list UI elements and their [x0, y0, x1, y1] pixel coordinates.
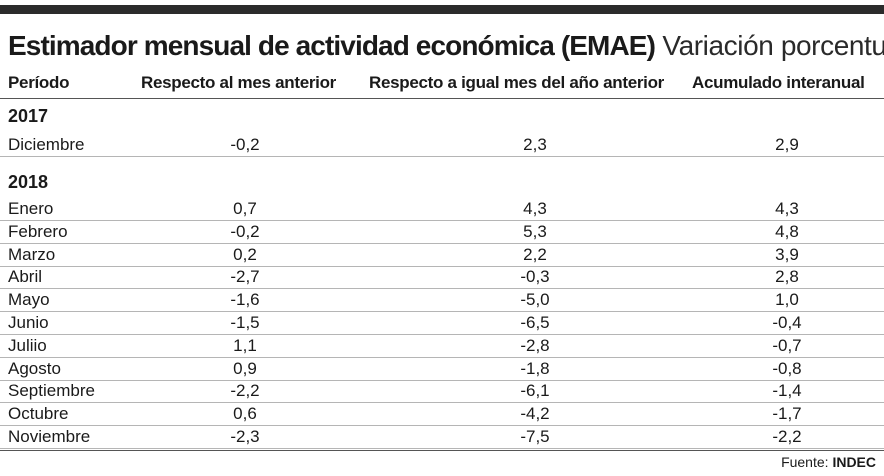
value-acumulado: -2,2 — [772, 427, 802, 446]
value-igual-mes: -2,8 — [520, 335, 550, 355]
value-igual-mes: -6,1 — [520, 381, 550, 401]
table-row: Enero 0,7 4,3 4,3 — [0, 198, 884, 220]
source-note: Fuente: INDEC — [781, 452, 876, 472]
table-row: Juliio 1,1 -2,8 -0,7 — [0, 335, 884, 357]
period-cell: Octubre — [8, 404, 69, 424]
value-mes-anterior: -0,2 — [230, 135, 260, 154]
value-igual-mes: -5,0 — [520, 290, 550, 310]
value-acumulado: 3,9 — [775, 244, 799, 264]
row-divider — [0, 220, 884, 221]
header-mes-anterior: Respecto al mes anterior — [141, 73, 336, 92]
period-cell: Mayo — [8, 290, 50, 310]
value-igual-mes: -4,2 — [520, 404, 550, 424]
value-mes-anterior: -1,6 — [230, 290, 260, 310]
value-mes-anterior: -2,3 — [230, 427, 260, 446]
row-divider — [0, 356, 884, 358]
period-cell: Abril — [8, 267, 43, 287]
value-acumulado: -0,7 — [772, 335, 802, 355]
header-igual-mes: Respecto a igual mes del año anterior — [369, 73, 664, 92]
table-row: Mayo -1,6 -5,0 1,0 — [0, 289, 884, 311]
row-divider — [0, 156, 884, 157]
period-cell: Diciembre — [8, 135, 85, 154]
table-row: Noviembre -2,3 -7,5 -2,2 — [0, 426, 884, 448]
row-divider — [0, 242, 884, 244]
row-divider — [0, 288, 884, 290]
value-igual-mes: 2,2 — [523, 244, 547, 264]
period-cell: Agosto — [8, 358, 61, 378]
title-main: Estimador mensual de actividad económica… — [8, 30, 656, 61]
table-row: Febrero -0,2 5,3 4,8 — [0, 221, 884, 243]
value-igual-mes: 5,3 — [523, 221, 547, 241]
source-label: Fuente: — [781, 454, 829, 470]
header-periodo: Período — [8, 73, 70, 92]
chart-title: Estimador mensual de actividad económica… — [8, 26, 884, 66]
value-mes-anterior: -1,5 — [230, 313, 260, 332]
value-igual-mes: -1,8 — [520, 358, 550, 378]
period-cell: Septiembre — [8, 381, 95, 401]
value-igual-mes: -7,5 — [520, 427, 550, 446]
value-mes-anterior: 1,1 — [233, 335, 257, 355]
value-mes-anterior: 0,6 — [233, 404, 257, 424]
row-divider — [0, 425, 884, 427]
table-row: Junio -1,5 -6,5 -0,4 — [0, 312, 884, 334]
value-acumulado: -0,8 — [772, 358, 802, 378]
value-mes-anterior: -0,2 — [230, 221, 260, 241]
period-cell: Marzo — [8, 244, 56, 264]
period-cell: Febrero — [8, 221, 68, 241]
value-acumulado: 2,9 — [775, 135, 799, 154]
value-acumulado: 4,8 — [775, 221, 799, 241]
value-mes-anterior: 0,9 — [233, 358, 257, 378]
value-igual-mes: -6,5 — [520, 313, 550, 332]
value-acumulado: 2,8 — [775, 267, 799, 287]
value-mes-anterior: 0,2 — [233, 244, 257, 264]
table-row: Octubre 0,6 -4,2 -1,7 — [0, 403, 884, 425]
value-acumulado: -1,7 — [772, 404, 802, 424]
value-igual-mes: 4,3 — [523, 199, 547, 218]
period-cell: Noviembre — [8, 427, 91, 446]
value-igual-mes: -0,3 — [520, 267, 550, 287]
value-acumulado: 4,3 — [775, 199, 799, 218]
title-subtitle: Variación porcentual — [662, 30, 884, 61]
value-mes-anterior: 0,7 — [233, 199, 257, 218]
year-heading: 2018 — [8, 172, 49, 192]
table-row: Agosto 0,9 -1,8 -0,8 — [0, 358, 884, 380]
header-rule — [0, 98, 884, 99]
top-bar — [0, 5, 884, 14]
value-igual-mes: 2,3 — [523, 135, 547, 154]
header-acumulado: Acumulado interanual — [692, 73, 865, 92]
row-divider — [0, 334, 884, 335]
table-row: Septiembre -2,2 -6,1 -1,4 — [0, 380, 884, 402]
value-mes-anterior: -2,2 — [230, 381, 260, 401]
source-name: INDEC — [832, 454, 876, 470]
bottom-rule — [0, 450, 884, 451]
row-divider — [0, 448, 884, 449]
table-row: Diciembre -0,2 2,3 2,9 — [0, 134, 884, 156]
value-mes-anterior: -2,7 — [230, 267, 260, 287]
table-row: Marzo 0,2 2,2 3,9 — [0, 244, 884, 266]
value-acumulado: 1,0 — [775, 290, 799, 310]
table-row: Abril -2,7 -0,3 2,8 — [0, 266, 884, 288]
row-divider — [0, 402, 884, 404]
year-heading: 2017 — [8, 106, 49, 126]
row-divider — [0, 265, 884, 267]
value-acumulado: -1,4 — [772, 381, 802, 401]
period-cell: Juliio — [8, 335, 47, 355]
period-cell: Enero — [8, 199, 54, 218]
period-cell: Junio — [8, 313, 49, 332]
value-acumulado: -0,4 — [772, 313, 802, 332]
row-divider — [0, 379, 884, 381]
row-divider — [0, 311, 884, 313]
